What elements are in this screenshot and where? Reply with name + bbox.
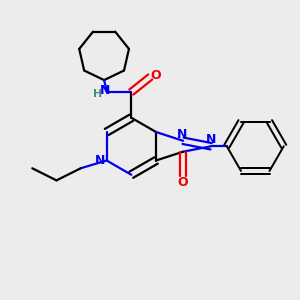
Text: N: N <box>176 128 187 141</box>
Text: N: N <box>95 154 105 167</box>
Text: H: H <box>93 88 102 99</box>
Text: O: O <box>178 176 188 189</box>
Text: O: O <box>150 69 161 82</box>
Text: N: N <box>100 84 110 97</box>
Text: N: N <box>206 133 216 146</box>
